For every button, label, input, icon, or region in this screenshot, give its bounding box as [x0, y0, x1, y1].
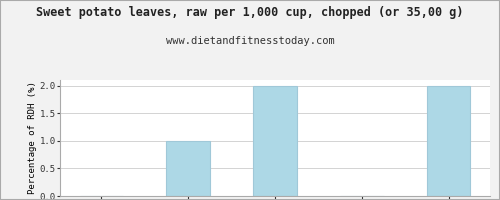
- Y-axis label: Percentage of RDH (%): Percentage of RDH (%): [28, 82, 37, 194]
- Bar: [166, 141, 210, 196]
- Text: Sweet potato leaves, raw per 1,000 cup, chopped (or 35,00 g): Sweet potato leaves, raw per 1,000 cup, …: [36, 6, 464, 19]
- Text: www.dietandfitnesstoday.com: www.dietandfitnesstoday.com: [166, 36, 334, 46]
- Bar: [427, 86, 470, 196]
- Bar: [254, 86, 296, 196]
